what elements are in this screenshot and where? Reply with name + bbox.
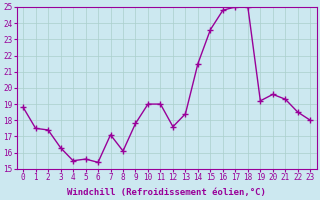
X-axis label: Windchill (Refroidissement éolien,°C): Windchill (Refroidissement éolien,°C) [67, 188, 266, 197]
